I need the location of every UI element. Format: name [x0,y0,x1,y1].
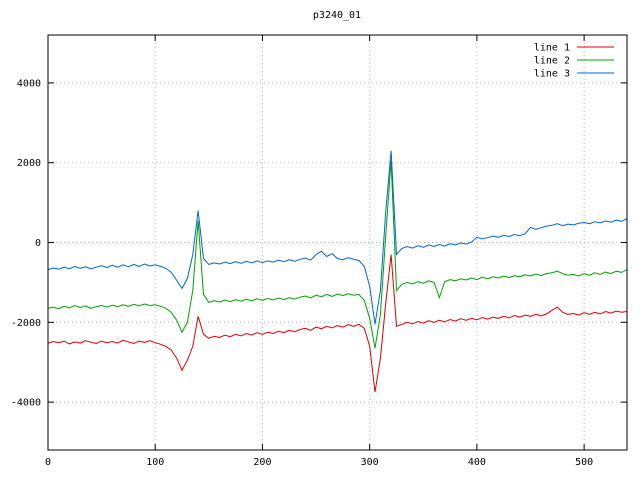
x-tick-label: 500 [575,457,593,468]
legend-label: line 3 [534,69,570,80]
legend-label: line 1 [534,43,570,54]
x-tick-label: 200 [253,457,271,468]
legend: line 1 line 2 line 3 [534,43,614,80]
y-tick-label: -2000 [11,318,41,329]
series-lines [47,150,628,393]
y-tick-label: 2000 [17,158,41,169]
grid-lines [47,35,627,450]
y-tick-label: 4000 [17,78,41,89]
y-tick-label: 0 [35,238,41,249]
series-line-2 [47,160,628,349]
x-tick-label: 0 [45,457,51,468]
x-tick-label: 300 [361,457,379,468]
axes: 0 100 200 300 400 500 -4000 -2000 0 2000 4000 [11,34,628,468]
chart-title: p3240_01 [313,10,361,21]
legend-label: line 2 [534,56,570,67]
series-line-1 [47,254,628,393]
series-line-3 [47,150,628,325]
x-tick-label: 100 [146,457,164,468]
x-tick-label: 400 [468,457,486,468]
y-tick-label: -4000 [11,398,41,409]
